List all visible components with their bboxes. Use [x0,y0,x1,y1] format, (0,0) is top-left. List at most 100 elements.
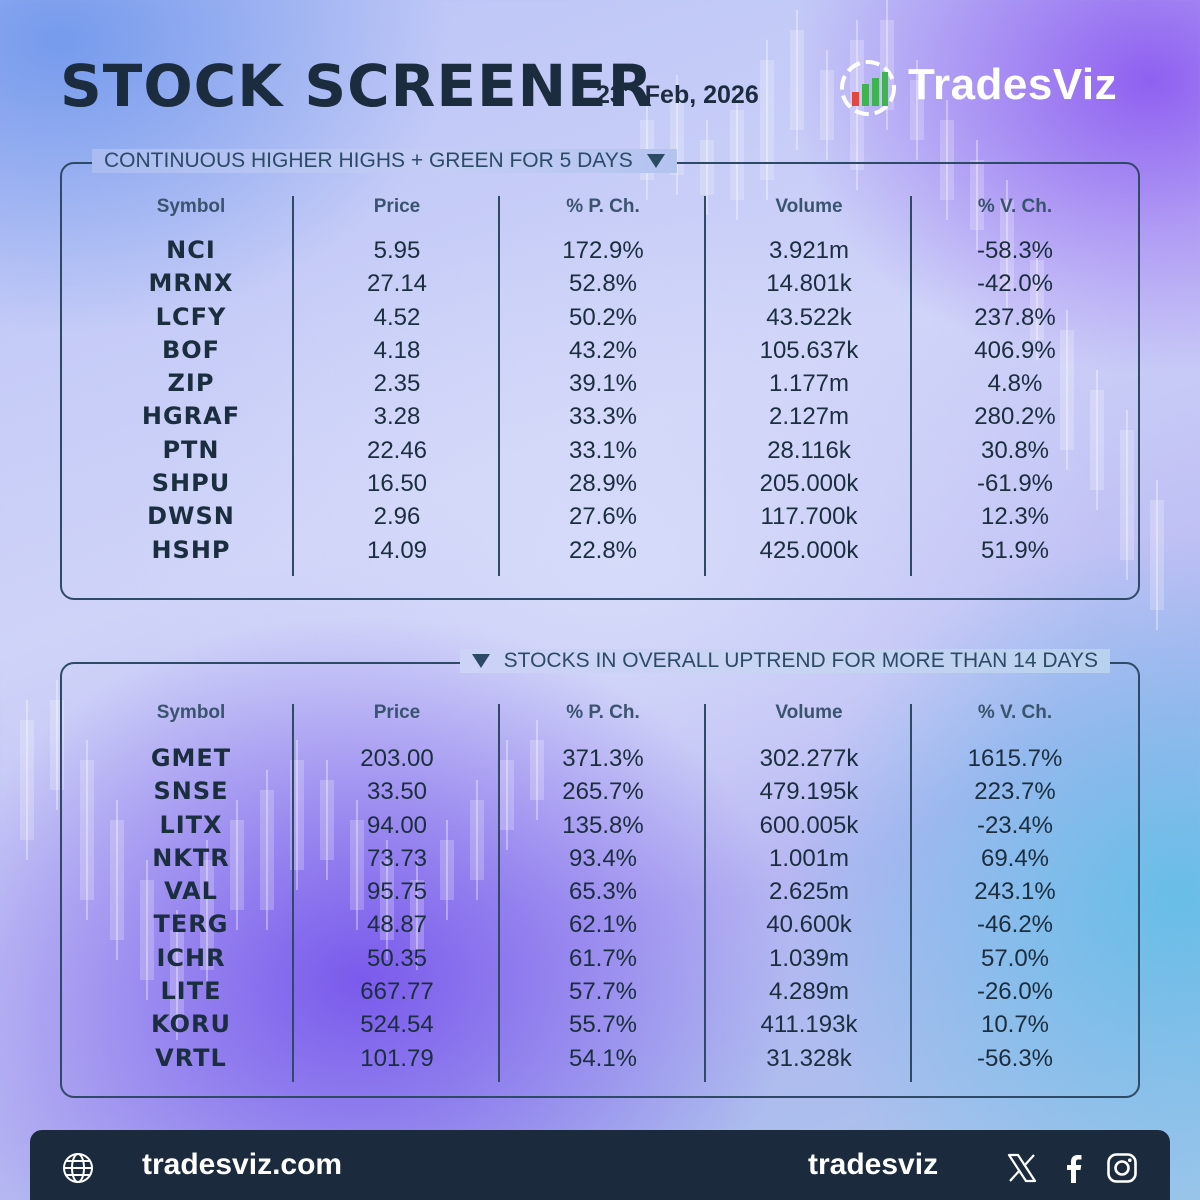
cell-price: 667.77 [360,978,434,1006]
social-handle: tradesviz [808,1148,939,1181]
cell-price: 48.87 [366,911,428,939]
cell-symbol: KORU [151,1010,231,1039]
column-divider [704,196,706,576]
column-header-volume-change: % V. Ch. [977,196,1053,217]
cell-volume: 1.039m [768,944,850,972]
cell-price-change: 65.3% [568,878,638,906]
cell-symbol: LITX [159,810,223,839]
x-icon[interactable] [1006,1152,1038,1184]
cell-volume: 31.328k [766,1044,852,1072]
cell-volume-change: 406.9% [974,336,1056,364]
cell-symbol: NKTR [152,843,230,872]
table-row: SNSE 33.50 265.7% 479.195k 223.7% [62,775,1142,808]
panel-title-text: STOCKS IN OVERALL UPTREND FOR MORE THAN … [503,649,1098,672]
table-body: GMET 203.00 371.3% 302.277k 1615.7% SNSE 33.50… [62,742,1142,1075]
cell-volume: 40.600k [766,911,852,939]
cell-volume: 2.625m [768,878,850,906]
panel-title: CONTINUOUS HIGHER HIGHS + GREEN FOR 5 DA… [92,149,677,173]
cell-volume: 425.000k [759,536,859,564]
cell-price: 101.79 [360,1044,434,1072]
table-row: ZIP 2.35 39.1% 1.177m 4.8% [62,367,1142,400]
globe-icon [63,1153,93,1183]
cell-volume: 43.522k [766,303,852,331]
table-row: VRTL 101.79 54.1% 31.328k -56.3% [62,1042,1142,1075]
cell-volume-change: 280.2% [974,403,1056,431]
website-link[interactable]: tradesviz.com [142,1148,343,1181]
cell-price: 16.50 [366,470,428,498]
cell-volume-change: 69.4% [980,844,1050,872]
table-row: MRNX 27.14 52.8% 14.801k -42.0% [62,267,1142,300]
cell-price: 4.18 [373,336,421,364]
cell-volume: 4.289m [768,978,850,1006]
table-row: LITX 94.00 135.8% 600.005k -23.4% [62,809,1142,842]
column-divider [704,704,706,1082]
table-row: PTN 22.46 33.1% 28.116k 30.8% [62,434,1142,467]
table-row: ICHR 50.35 61.7% 1.039m 57.0% [62,942,1142,975]
table-row: NCI 5.95 172.9% 3.921m -58.3% [62,234,1142,267]
facebook-icon[interactable] [1058,1152,1090,1184]
cell-volume-change: -26.0% [976,978,1054,1006]
cell-symbol: HSHP [151,535,231,564]
tradesviz-logo-icon [840,60,896,116]
cell-symbol: VRTL [155,1043,227,1072]
table-row: NKTR 73.73 93.4% 1.001m 69.4% [62,842,1142,875]
cell-symbol: GMET [150,744,232,772]
cell-volume: 2.127m [768,403,850,431]
report-date: 23rd Feb, 2026 [596,78,759,109]
table-row: HGRAF 3.28 33.3% 2.127m 280.2% [62,400,1142,433]
cell-price-change: 33.3% [568,403,638,431]
cell-symbol: TERG [153,910,229,939]
cell-symbol: SHPU [151,469,231,498]
column-header-price-change: % P. Ch. [566,196,640,217]
table-row: DWSN 2.96 27.6% 117.700k 12.3% [62,500,1142,533]
cell-price-change: 62.1% [568,911,638,939]
cell-symbol: VAL [164,877,218,906]
footer-bar: tradesviz.com tradesviz [30,1130,1170,1200]
table-row: VAL 95.75 65.3% 2.625m 243.1% [62,875,1142,908]
cell-price-change: 265.7% [562,778,644,806]
table-row: BOF 4.18 43.2% 105.637k 406.9% [62,334,1142,367]
column-header-price: Price [373,196,421,217]
cell-price-change: 52.8% [568,270,638,298]
triangle-down-icon [471,654,490,668]
cell-symbol: ICHR [156,943,226,972]
cell-price-change: 55.7% [568,1011,638,1039]
column-divider [910,196,912,576]
cell-volume-change: 243.1% [974,878,1056,906]
screener-panel-higher-highs: CONTINUOUS HIGHER HIGHS + GREEN FOR 5 DA… [60,149,1142,600]
cell-price: 95.75 [366,878,428,906]
cell-price: 5.95 [373,237,421,264]
cell-volume: 1.001m [768,844,850,872]
cell-price: 4.52 [373,303,421,331]
cell-price-change: 135.8% [562,811,644,839]
cell-price: 50.35 [366,944,428,972]
cell-volume-change: -23.4% [976,811,1054,839]
cell-volume: 117.700k [760,503,858,531]
cell-volume-change: 4.8% [987,370,1043,398]
cell-price: 22.46 [366,436,428,464]
cell-price-change: 22.8% [568,536,638,564]
cell-volume-change: 1615.7% [967,745,1063,772]
table-body: NCI 5.95 172.9% 3.921m -58.3% MRNX 27.14 52.8% 1… [62,234,1142,567]
cell-symbol: SNSE [153,777,229,806]
instagram-icon[interactable] [1106,1152,1138,1184]
cell-symbol: PTN [162,435,220,464]
cell-symbol: LCFY [155,302,227,331]
cell-price-change: 27.6% [568,503,638,531]
column-divider [292,704,294,1082]
cell-volume: 3.921m [768,237,850,264]
brand-logo: TradesViz [838,58,1158,118]
cell-price-change: 54.1% [568,1044,638,1072]
table-row: SHPU 16.50 28.9% 205.000k -61.9% [62,467,1142,500]
column-header-symbol: Symbol [156,196,226,217]
cell-volume-change: 30.8% [980,436,1050,464]
cell-price: 27.14 [366,270,428,298]
column-divider [498,704,500,1082]
cell-volume-change: 237.8% [974,303,1056,331]
table-row: HSHP 14.09 22.8% 425.000k 51.9% [62,534,1142,567]
table-row: GMET 203.00 371.3% 302.277k 1615.7% [62,742,1142,775]
cell-price: 94.00 [366,811,428,839]
cell-price: 73.73 [366,844,428,872]
panel-title-text: CONTINUOUS HIGHER HIGHS + GREEN FOR 5 DA… [104,149,633,172]
cell-symbol: MRNX [148,269,234,298]
